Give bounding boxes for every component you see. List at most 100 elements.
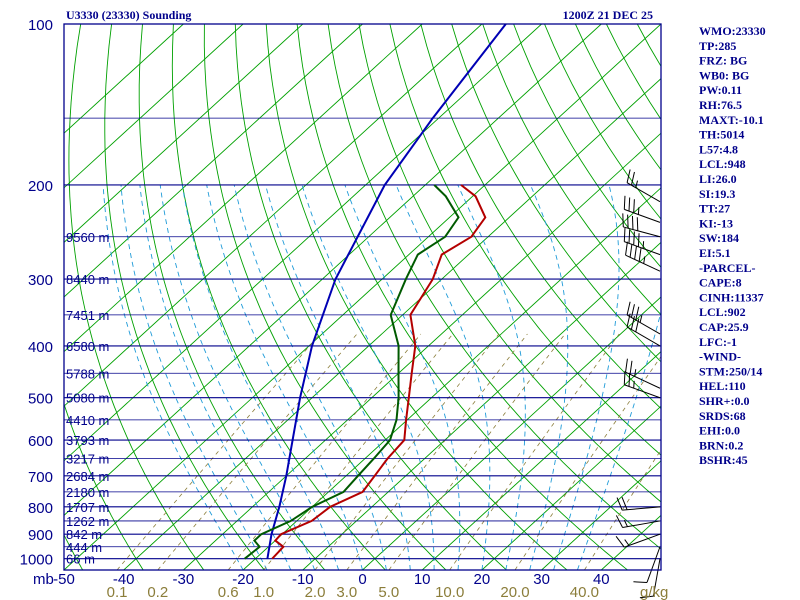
pressure-label: 400: [28, 339, 53, 356]
plot-frame: [63, 23, 662, 571]
height-label: 3793 m: [66, 433, 109, 448]
temperature-tick-label: 20: [474, 571, 491, 588]
wind-barb: [633, 546, 661, 583]
sounding-time: 1200Z 21 DEC 25: [563, 8, 653, 22]
height-labels: 9560 m 8440 m 7451 m 6580 m 5788 m 5080 m 4410…: [66, 230, 109, 567]
index-entry: LFC:-1: [699, 335, 737, 349]
temperature-tick-label: -40: [113, 571, 135, 588]
wind-barb: [622, 213, 661, 238]
wind-barb: [625, 358, 661, 389]
index-entry: LCL:902: [699, 305, 746, 319]
index-entry: SHR+:0.0: [699, 394, 750, 408]
pressure-labels: 100 200 300 400 500 600 700 800 900 1000: [20, 17, 53, 569]
index-entry: CAPE:8: [699, 276, 742, 290]
mixing-ratio-line: [227, 333, 422, 570]
index-entry: TT:27: [699, 202, 730, 216]
index-entry: BRN:0.2: [699, 438, 743, 452]
index-entry: LI:26.0: [699, 172, 737, 186]
index-entry: WB0: BG: [699, 68, 749, 82]
moist-adiabat-line: [344, 184, 461, 570]
temperature-tick-label: -30: [173, 571, 195, 588]
isotherm-line: [64, 24, 542, 462]
height-label: 6580 m: [66, 339, 109, 354]
moist-adiabat-line: [206, 184, 363, 570]
isotherm-line: [64, 24, 483, 407]
mixing-ratio-unit-label: g/kg: [640, 584, 668, 600]
pressure-label: 700: [28, 469, 53, 486]
moist-adiabat-line: [529, 184, 569, 570]
height-label: 842 m: [66, 527, 102, 542]
index-entry: -WIND-: [699, 350, 741, 364]
pressure-label: 600: [28, 433, 53, 450]
mixing-ratio-line: [584, 449, 661, 570]
dry-adiabat-line: [420, 24, 661, 410]
height-label: 444 m: [66, 540, 102, 555]
dry-adiabat-line: [68, 24, 205, 570]
index-entry: TH:5014: [699, 128, 744, 142]
isotherm-line: [64, 24, 602, 517]
isotherm-line: [64, 24, 304, 244]
height-label: 8440 m: [66, 272, 109, 287]
height-label: 4410 m: [66, 413, 109, 428]
height-label: 66 m: [66, 552, 95, 567]
mixing-ratio-tick-label: 2.0: [305, 584, 326, 600]
index-entry: -PARCEL-: [699, 261, 755, 275]
dry-adiabat-line: [358, 24, 661, 503]
index-entry: HEL:110: [699, 379, 746, 393]
isotherm-line: [64, 24, 244, 189]
mixing-ratio-tick-label: 40.0: [570, 584, 599, 600]
temperature-tick-label: -10: [292, 571, 314, 588]
index-entry: RH:76.5: [699, 98, 742, 112]
mixing-ratio-line: [388, 333, 566, 570]
index-entry: KI:-13: [699, 216, 733, 230]
height-label: 1262 m: [66, 514, 109, 529]
dry-adiabat-line: [451, 24, 661, 363]
mixing-ratio-line: [263, 333, 454, 570]
pressure-unit-label: mb: [33, 571, 54, 588]
pressure-label: 500: [28, 391, 53, 408]
dry-adiabat-line: [389, 24, 661, 456]
dry-adiabat-line: [265, 24, 568, 570]
height-label: 2180 m: [66, 485, 109, 500]
index-entry: WMO:23330: [699, 24, 766, 38]
index-entry: CINH:11337: [699, 290, 764, 304]
temperature-tick-label: 0: [358, 571, 366, 588]
mixing-ratio-tick-label: 1.0: [253, 584, 274, 600]
wind-barb: [626, 313, 661, 347]
profiles: [244, 24, 507, 560]
index-entry: STM:250/14: [699, 364, 762, 378]
moist-adiabat-line: [181, 184, 340, 570]
isotherm-line: [481, 405, 661, 570]
temperature-tick-label: 10: [414, 571, 431, 588]
height-label: 7451 m: [66, 308, 109, 323]
temperature-tick-label: -50: [53, 571, 75, 588]
dry-adiabat-line: [296, 24, 628, 570]
index-entry: EI:5.1: [699, 246, 731, 260]
moist-adiabat-line: [120, 184, 268, 570]
moist-adiabat-line: [159, 184, 316, 570]
moist-adiabat-line: [102, 184, 244, 570]
mixing-ratio-tick-label: 5.0: [378, 584, 399, 600]
pressure-label: 300: [28, 272, 53, 289]
index-entry: PW:0.11: [699, 83, 742, 97]
height-label: 2684 m: [66, 469, 109, 484]
index-entry: EHI:0.0: [699, 424, 740, 438]
dry-adiabat-line: [234, 24, 507, 570]
pressure-label: 200: [28, 178, 53, 195]
temperature-tick-label: -20: [232, 571, 254, 588]
wind-barb: [625, 241, 661, 272]
index-entry: SW:184: [699, 231, 739, 245]
wind-barb: [615, 515, 661, 529]
index-entry: CAP:25.9: [699, 320, 749, 334]
temperature-tick-label: 40: [593, 571, 610, 588]
temperature-axis-labels: -50 -40 -30 -20 -10 0 10 20 30 40: [53, 571, 609, 588]
dry-adiabat-line: [482, 24, 661, 316]
mixing-ratio-line: [314, 333, 500, 570]
sounding-title: U3330 (23330) Sounding: [66, 8, 191, 22]
dewpoint-line: [244, 184, 460, 560]
mixing-ratio-line: [514, 355, 661, 570]
pressure-label: 1000: [20, 552, 53, 569]
wind-barb: [623, 228, 661, 256]
moist-adiabat-line: [233, 184, 387, 570]
